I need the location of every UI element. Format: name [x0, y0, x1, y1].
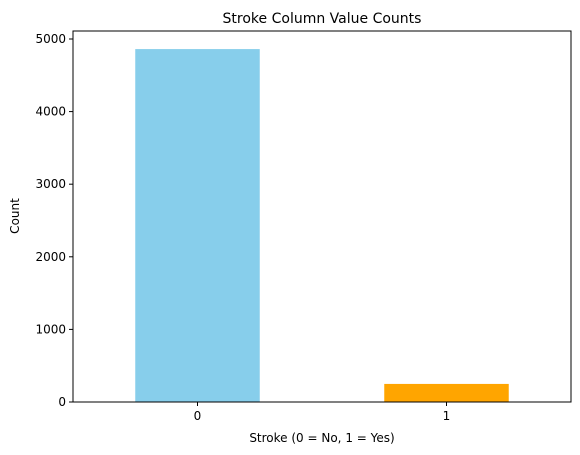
x-tick-label: 0 [194, 409, 202, 423]
y-tick-label: 0 [58, 395, 66, 409]
chart-title: Stroke Column Value Counts [223, 11, 422, 27]
y-tick-label: 3000 [35, 177, 66, 191]
x-axis-label: Stroke (0 = No, 1 = Yes) [249, 431, 394, 445]
y-tick-label: 2000 [35, 250, 66, 264]
bar-0 [135, 49, 260, 402]
bar-1 [384, 384, 509, 402]
y-tick-label: 4000 [35, 105, 66, 119]
y-tick-label: 1000 [35, 322, 66, 336]
y-tick-label: 5000 [35, 32, 66, 46]
y-axis-label: Count [8, 198, 22, 234]
plot-area: 0 1 0 1000 2000 3000 4000 5000 [35, 32, 508, 423]
x-tick-label: 1 [443, 409, 451, 423]
